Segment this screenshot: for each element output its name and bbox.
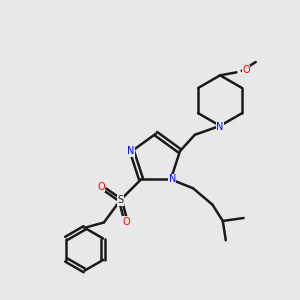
Text: O: O: [97, 182, 105, 192]
Text: N: N: [216, 122, 224, 132]
Text: N: N: [127, 146, 134, 156]
Text: O: O: [122, 217, 130, 227]
Text: O: O: [242, 65, 250, 75]
Text: S: S: [117, 195, 123, 205]
Text: N: N: [169, 174, 176, 184]
